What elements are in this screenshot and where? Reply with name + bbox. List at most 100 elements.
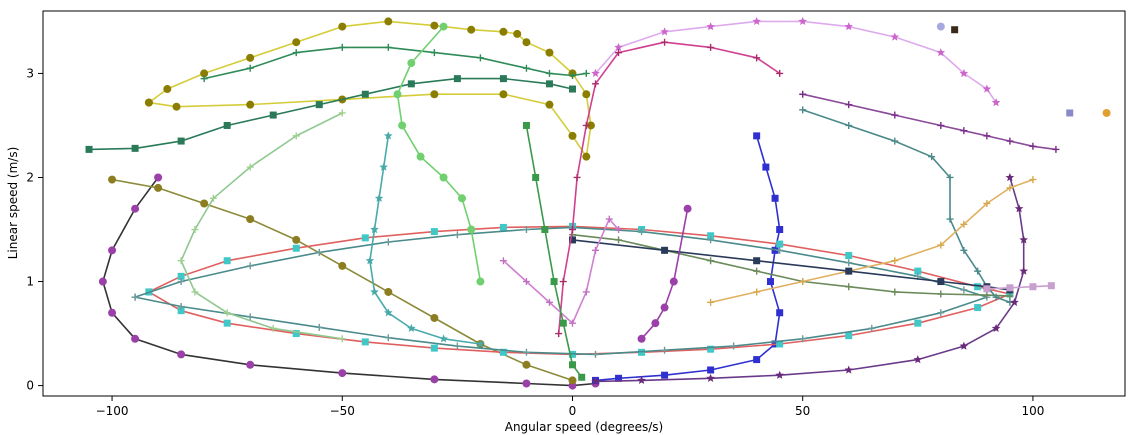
- series-10-point: [453, 342, 461, 350]
- series-4: [591, 16, 1001, 107]
- series-10-point: [522, 348, 530, 356]
- series-17-point: [891, 257, 899, 265]
- series-9-point: [223, 319, 231, 327]
- series-1-point: [246, 100, 255, 109]
- series-9-point: [914, 319, 922, 327]
- series-2-point: [545, 69, 553, 77]
- isolated-point-4: [1102, 108, 1111, 117]
- series-21: [522, 121, 586, 381]
- series-17-line: [710, 178, 1034, 304]
- series-22: [983, 282, 1055, 293]
- series-10-point: [868, 324, 876, 332]
- series-7-point: [522, 360, 531, 369]
- series-17-point: [1029, 176, 1037, 184]
- isolated-point-2: [951, 26, 959, 34]
- series-17-point: [960, 220, 968, 228]
- series-4-point: [591, 68, 600, 78]
- series-19-point: [753, 54, 761, 62]
- series-14-point: [338, 109, 346, 117]
- series-10-point: [177, 303, 185, 311]
- series-5-line: [88, 77, 573, 151]
- series-20-point: [522, 278, 530, 286]
- series-8-point: [776, 226, 784, 234]
- series-5-point: [223, 121, 231, 129]
- series-6-point: [131, 204, 140, 213]
- y-tick-label: 2: [26, 170, 34, 184]
- series-2-point: [568, 72, 576, 80]
- series-5-point: [453, 75, 461, 83]
- series-12-point: [365, 256, 375, 265]
- series-2-point: [476, 54, 484, 62]
- series-1-point: [582, 90, 591, 99]
- series-9-point: [430, 228, 438, 236]
- series-10-point: [384, 238, 392, 246]
- series-5-point: [499, 75, 507, 83]
- series-9-point: [707, 345, 715, 353]
- series-22-line: [986, 284, 1052, 290]
- series-16-point: [1019, 235, 1028, 244]
- series-19-point: [615, 49, 623, 57]
- series-1-point: [499, 90, 508, 99]
- series-7-point: [246, 215, 255, 224]
- series-23-point: [669, 277, 678, 286]
- series-18-point: [661, 246, 669, 254]
- series-6-point: [338, 369, 347, 378]
- series-17-point: [753, 288, 761, 296]
- series-23: [637, 204, 692, 343]
- series-9-point: [974, 304, 982, 312]
- series-14-point: [246, 163, 254, 171]
- series-21-line: [525, 125, 583, 378]
- series-2-point: [522, 64, 530, 72]
- plot-area: [42, 10, 1126, 397]
- series-4-point: [614, 42, 623, 52]
- series-5-point: [407, 80, 415, 88]
- series-8-point: [753, 356, 761, 364]
- series-14-point: [191, 288, 199, 296]
- series-13-point: [467, 225, 476, 234]
- series-9-point: [499, 348, 507, 356]
- series-3-point: [845, 101, 853, 109]
- series-13-point: [407, 59, 416, 68]
- series-16-point: [637, 375, 646, 384]
- series-1-point: [384, 17, 393, 26]
- x-tick-label: −100: [96, 404, 129, 418]
- series-10-point: [845, 259, 853, 267]
- series-8-point: [661, 371, 669, 379]
- series-8-point: [615, 374, 623, 382]
- axes-layer: −100 −50 0 50 100 0 1 2 3: [26, 66, 1044, 418]
- series-5-point: [568, 85, 576, 93]
- series-10-point: [661, 346, 669, 354]
- series-4-point: [752, 16, 761, 25]
- series-19-line: [557, 41, 781, 334]
- series-9-point: [776, 240, 784, 248]
- series-21-point: [578, 373, 586, 381]
- x-tick-label: 100: [1021, 404, 1044, 418]
- series-3-line: [802, 93, 1057, 151]
- x-tick-label: 50: [795, 404, 810, 418]
- series-1-point: [338, 22, 347, 31]
- series-4-point: [660, 27, 669, 36]
- series-12-point: [370, 287, 379, 296]
- series-11: [568, 231, 1014, 300]
- series-22-point: [1047, 282, 1055, 290]
- series-4-point: [936, 48, 946, 57]
- series-23-point: [651, 319, 660, 328]
- series-11-point: [615, 236, 623, 244]
- series-1-point: [568, 131, 577, 140]
- series-13-point: [439, 22, 448, 31]
- series-1-point: [467, 25, 476, 34]
- series-layer: [85, 16, 1111, 390]
- series-9-point: [223, 257, 231, 265]
- series-12-point: [370, 225, 379, 234]
- series-17-point: [799, 278, 807, 286]
- series-10-point: [177, 278, 185, 286]
- series-14-point: [223, 309, 231, 317]
- series-5-point: [315, 101, 323, 109]
- series-18-point: [937, 278, 945, 286]
- series-10: [131, 223, 991, 358]
- series-11-point: [845, 283, 853, 291]
- series-12-point: [439, 334, 448, 343]
- series-14-point: [338, 335, 346, 343]
- series-2-point: [430, 49, 438, 57]
- series-18-point: [845, 267, 853, 275]
